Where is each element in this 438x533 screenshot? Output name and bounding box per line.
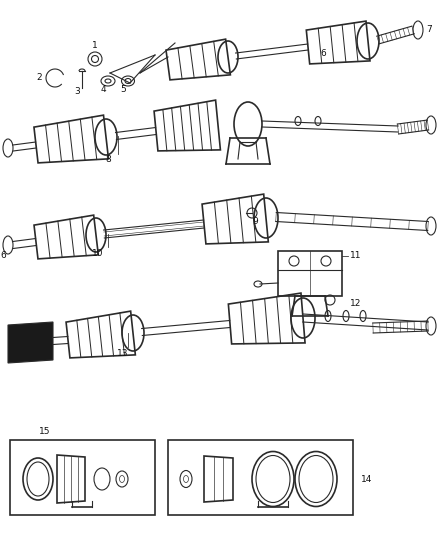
Text: 11: 11 [350, 252, 361, 261]
Text: 10: 10 [92, 248, 104, 257]
Text: 7: 7 [426, 26, 432, 35]
Text: 14: 14 [361, 474, 372, 483]
Polygon shape [8, 322, 53, 363]
Text: 4: 4 [100, 85, 106, 94]
Text: 15: 15 [39, 427, 51, 437]
Text: 12: 12 [350, 298, 361, 308]
Text: 9: 9 [252, 216, 258, 225]
Bar [278, 251, 342, 296]
Text: 8: 8 [105, 156, 111, 165]
Text: 5: 5 [120, 85, 126, 94]
Text: 3: 3 [74, 86, 80, 95]
Text: 13: 13 [117, 349, 129, 358]
Bar [168, 440, 353, 515]
Text: 1: 1 [92, 41, 98, 50]
Text: 2: 2 [36, 74, 42, 83]
Text: 6: 6 [320, 49, 326, 58]
Bar [10, 440, 155, 515]
Text: 6: 6 [0, 251, 6, 260]
